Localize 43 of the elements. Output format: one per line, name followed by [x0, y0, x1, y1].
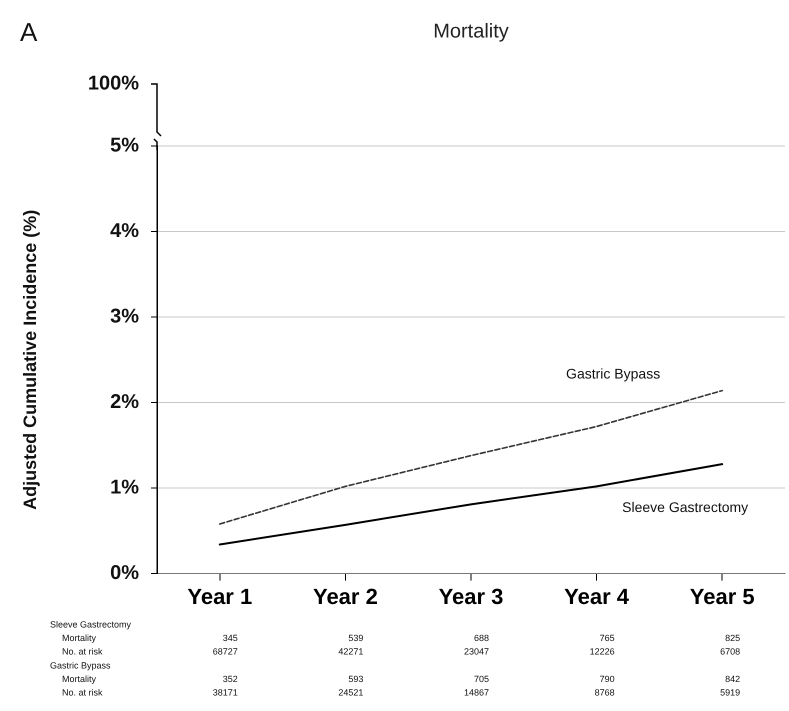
text: 6708 — [720, 646, 740, 657]
y-tick-label: 4% — [110, 220, 140, 242]
text: 825 — [725, 633, 740, 644]
text: Gastric Bypass — [50, 660, 112, 670]
text: 23047 — [464, 646, 489, 657]
y-tick-label: 5% — [110, 134, 140, 157]
y-tick-label: 2% — [110, 391, 140, 414]
x-tick-label: Year 4 — [564, 584, 630, 609]
x-tick-label: Year 3 — [438, 584, 504, 609]
x-tick-label: Year 5 — [690, 584, 755, 609]
text: 790 — [600, 674, 615, 684]
x-tick-label: Year 2 — [312, 584, 378, 609]
text: Sleeve Gastrectomy — [50, 619, 132, 630]
text: 593 — [348, 674, 364, 684]
text: Mortality — [62, 674, 97, 684]
y-axis-title: Adjusted Cumulative Incidence (%) — [20, 210, 40, 510]
text: 38171 — [212, 687, 238, 698]
text: 352 — [222, 674, 238, 684]
text: 14867 — [464, 687, 489, 698]
y-tick-label: 1% — [110, 476, 140, 499]
text: No. at risk — [62, 646, 104, 657]
text: 12226 — [590, 646, 615, 657]
text: 705 — [474, 674, 489, 684]
text: 24521 — [338, 687, 364, 698]
series-label: Sleeve Gastrectomy — [622, 498, 748, 515]
y-tick-label: 0% — [110, 562, 140, 584]
text: 539 — [348, 633, 364, 644]
text: No. at risk — [62, 687, 104, 698]
text: Mortality — [62, 633, 97, 644]
y-tick-label: 3% — [110, 306, 140, 328]
text: 345 — [222, 633, 238, 644]
text: 842 — [725, 674, 740, 684]
text: 5919 — [720, 687, 740, 698]
text: 100% — [88, 72, 140, 95]
text: 765 — [600, 633, 615, 644]
chart-title: Mortality — [433, 20, 509, 43]
text: 68727 — [212, 646, 238, 657]
text: 688 — [474, 633, 489, 644]
x-tick-label: Year 1 — [187, 584, 252, 609]
text: A — [20, 17, 38, 48]
text: 8768 — [594, 687, 615, 698]
text: 42271 — [338, 646, 364, 657]
series-label: Gastric Bypass — [566, 365, 660, 382]
